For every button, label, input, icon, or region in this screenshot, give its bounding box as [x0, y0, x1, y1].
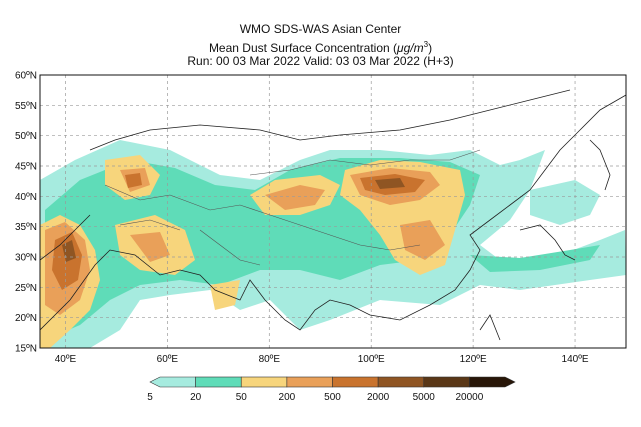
colorbar-segment [286, 376, 333, 388]
latitude-label: 15ºN [15, 344, 37, 355]
latitude-label: 35ºN [15, 222, 37, 233]
longitude-label: 80ºE [259, 354, 281, 365]
latitude-label: 60ºN [15, 71, 37, 82]
latitude-label: 45ºN [15, 162, 37, 173]
colorbar-label: 5 [147, 392, 153, 403]
colorbar-segment [149, 376, 196, 388]
longitude-label: 120ºE [460, 354, 487, 365]
run-valid-line: Run: 00 03 Mar 2022 Valid: 03 03 Mar 202… [187, 54, 454, 68]
latitude-label: 20ºN [15, 313, 37, 324]
latitude-label: 40ºN [15, 192, 37, 203]
longitude-tick-labels: 40ºE 60ºE 80ºE 100ºE 120ºE 140ºE [55, 354, 589, 365]
latitude-label: 55ºN [15, 101, 37, 112]
colorbar-segment [377, 376, 425, 388]
colorbar-label: 50 [236, 392, 248, 403]
colorbar-segment [423, 376, 470, 388]
latitude-label: 25ºN [15, 283, 37, 294]
colorbar-label: 500 [324, 392, 341, 403]
latitude-tick-labels: 60ºN 55ºN 50ºN 45ºN 40ºN 35ºN 30ºN 25ºN 20ºN 15ºN [15, 71, 37, 355]
coastlines [40, 89, 626, 341]
colorbar-label: 20 [190, 392, 202, 403]
latitude-label: 50ºN [15, 131, 37, 142]
latitude-label: 30ºN [15, 253, 37, 264]
map-title: WMO SDS-WAS Asian Center [239, 22, 402, 36]
colorbar-label: 2000 [367, 392, 390, 403]
colorbar-segment [469, 376, 516, 388]
map-subtitle: Mean Dust Surface Concentration (μg/m3) [208, 40, 433, 55]
longitude-label: 60ºE [157, 354, 179, 365]
longitude-label: 100ºE [358, 354, 385, 365]
colorbar-label: 5000 [413, 392, 436, 403]
colorbar-segment [332, 376, 379, 388]
colorbar-segment [240, 376, 288, 388]
longitude-label: 140ºE [562, 354, 589, 365]
colorbar: 5 20 50 200 500 2000 5000 20000 [147, 376, 516, 403]
longitude-label: 40ºE [55, 354, 77, 365]
country-borders [104, 149, 481, 266]
map-frame [39, 74, 627, 349]
colorbar-label: 200 [279, 392, 296, 403]
colorbar-label: 20000 [455, 392, 483, 403]
colorbar-segment [195, 376, 242, 388]
